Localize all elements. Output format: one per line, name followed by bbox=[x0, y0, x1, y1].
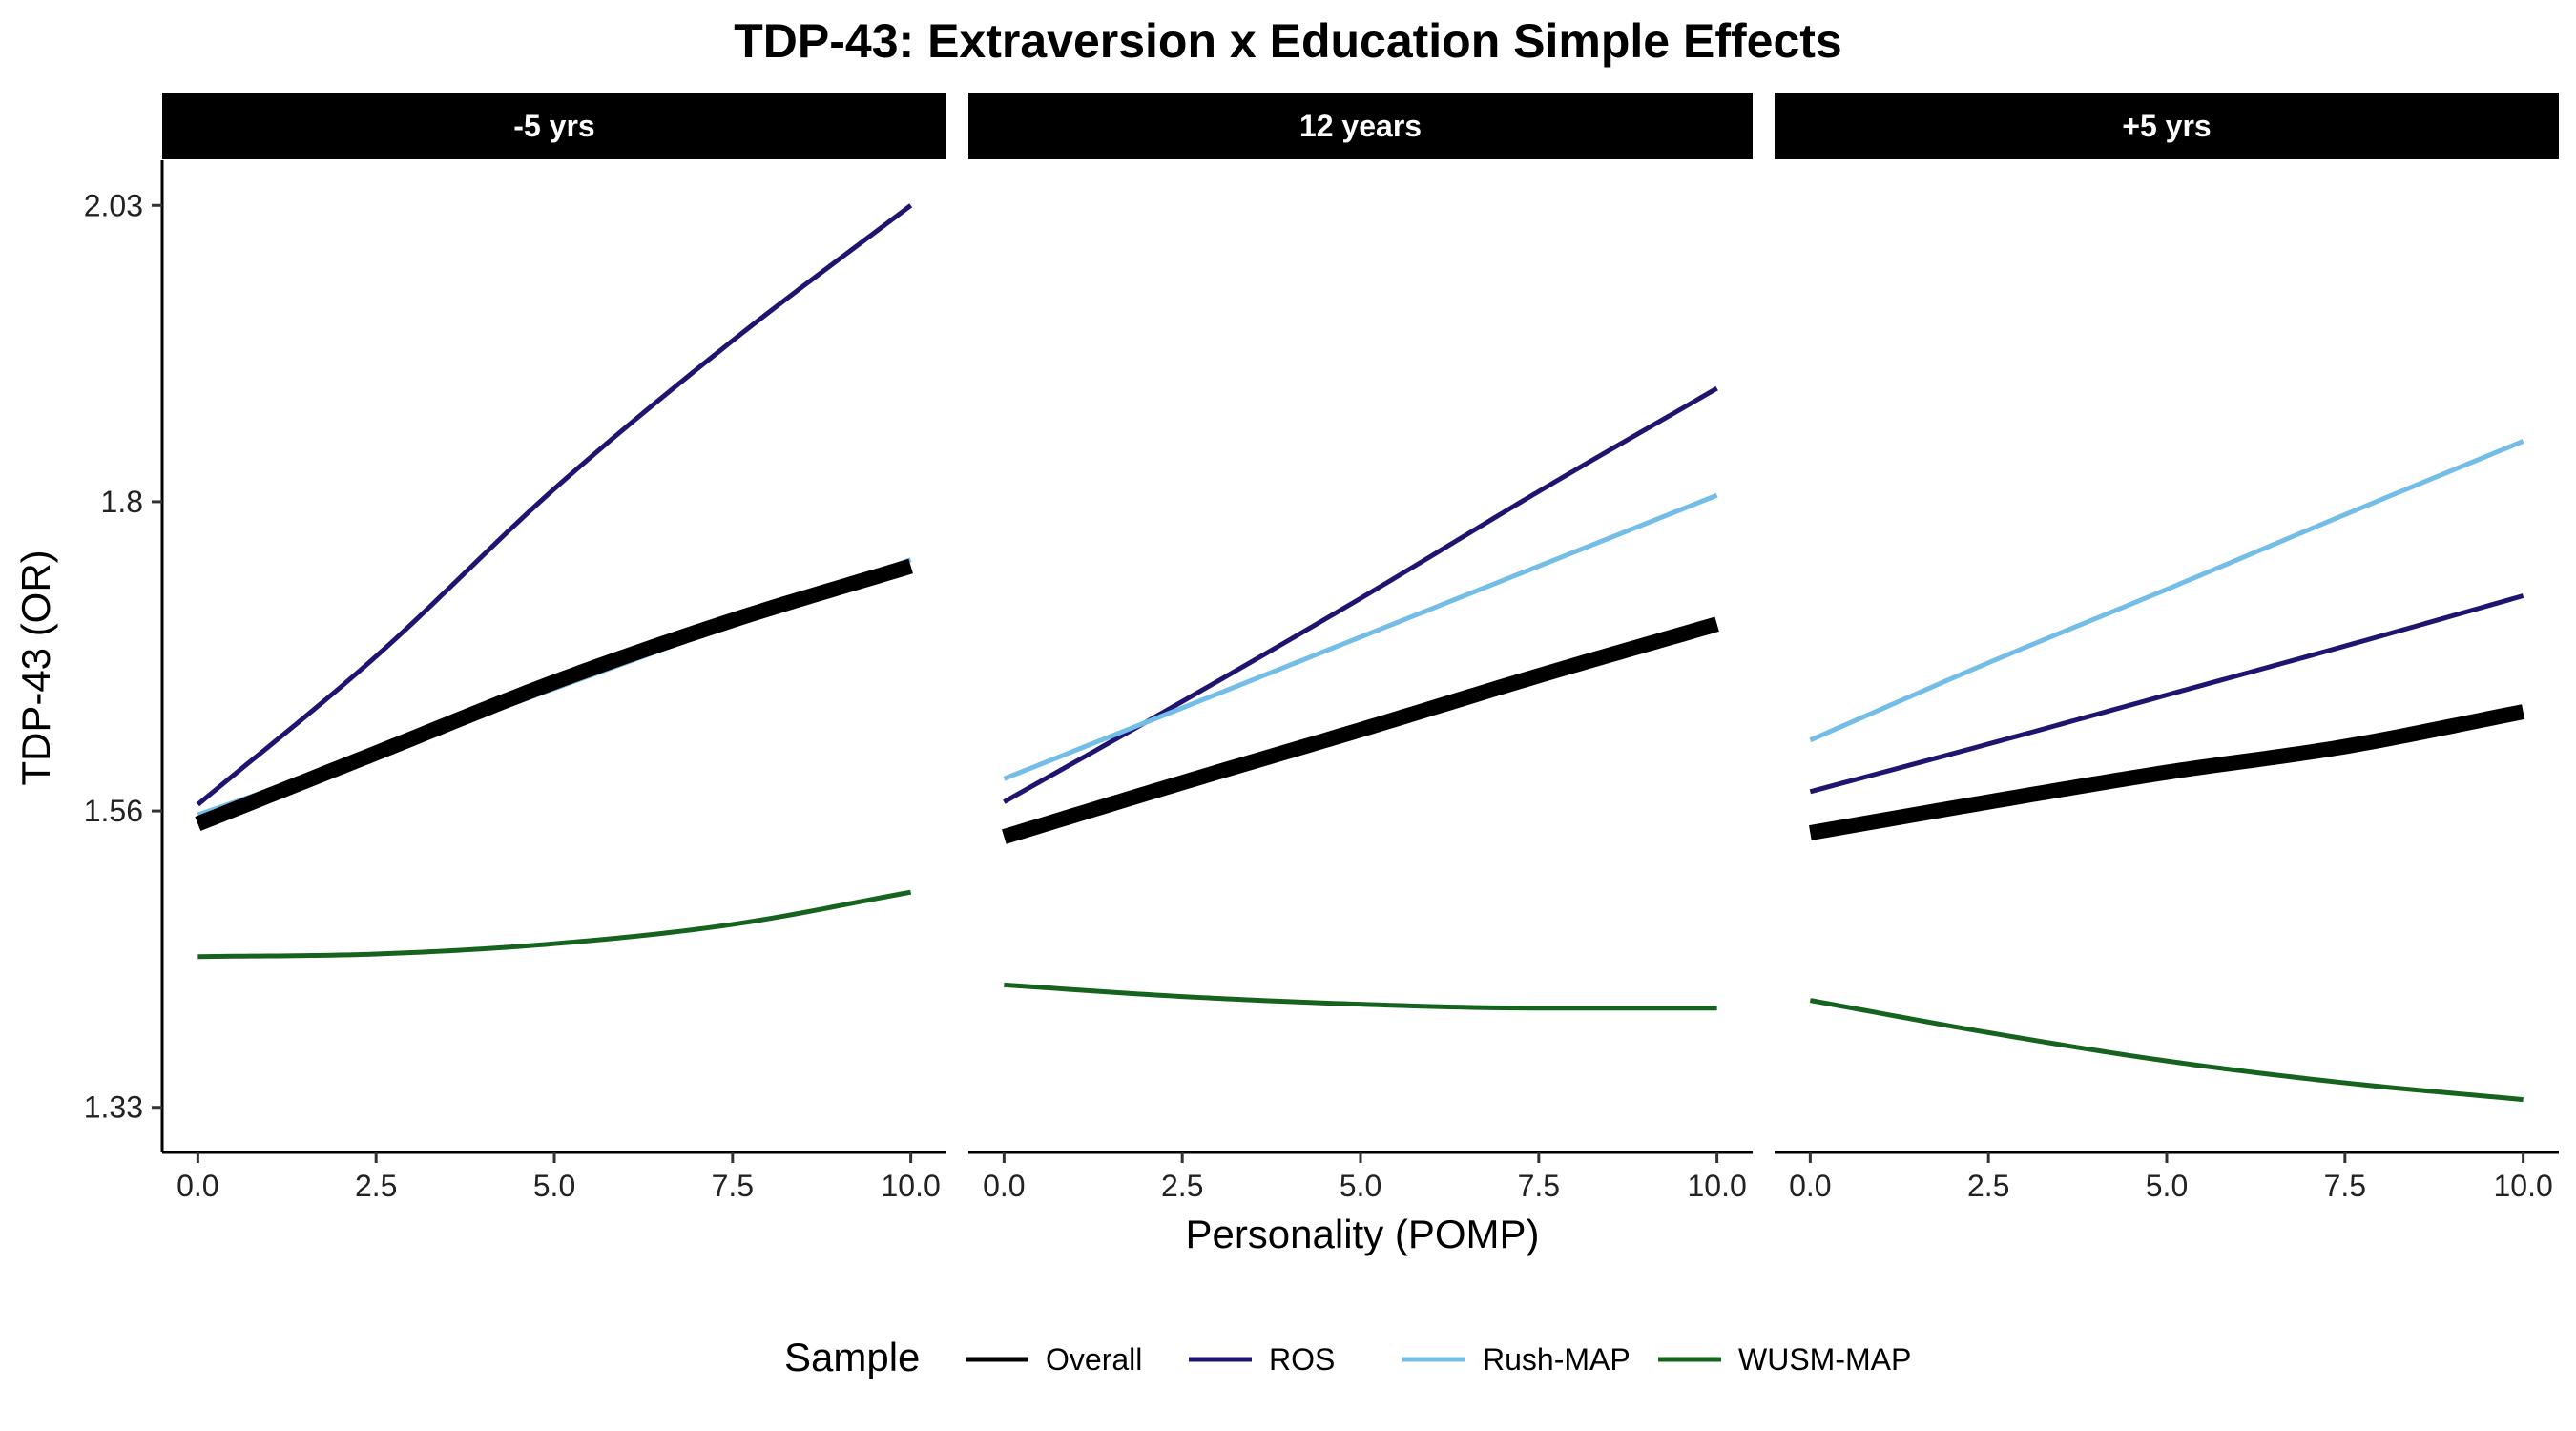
series-line-wusm-map bbox=[1004, 982, 1717, 1011]
y-tick-label: 1.8 bbox=[101, 485, 143, 519]
x-tick-label: 2.5 bbox=[1161, 1169, 1203, 1203]
legend-item-rush-map: Rush-MAP bbox=[1402, 1342, 1631, 1377]
legend-item-wusm-map: WUSM-MAP bbox=[1658, 1342, 1911, 1377]
facet-panels: -5 yrs 0.0 2.5 5.0 7.5 10.0 1.33 1.56 1.8 2.03 12 … bbox=[84, 93, 2559, 1203]
x-tick-label: 2.5 bbox=[1967, 1169, 2009, 1203]
x-tick-label: 10.0 bbox=[1687, 1169, 1746, 1203]
facet-strip bbox=[162, 93, 946, 159]
facet-strip-label: -5 yrs bbox=[513, 109, 594, 143]
facet-strip bbox=[968, 93, 1753, 159]
x-tick-label: 2.5 bbox=[355, 1169, 397, 1203]
x-tick-label: 7.5 bbox=[1518, 1169, 1560, 1203]
series-line-overall bbox=[195, 558, 913, 832]
y-axis-title: TDP-43 (OR) bbox=[13, 550, 58, 785]
legend-label: Rush-MAP bbox=[1483, 1342, 1631, 1377]
chart-title: TDP-43: Extraversion x Education Simple … bbox=[734, 14, 1841, 68]
x-tick-label: 5.0 bbox=[1340, 1169, 1381, 1203]
legend-label: Overall bbox=[1046, 1342, 1142, 1377]
facet-panel-5-yrs: +5 yrs 0.0 2.5 5.0 7.5 10.0 bbox=[1775, 93, 2559, 1203]
series-line-ros bbox=[1003, 385, 1718, 804]
facet-strip-label: +5 yrs bbox=[2122, 109, 2211, 143]
series-line-ros bbox=[1809, 593, 2524, 795]
x-tick-label: 7.5 bbox=[712, 1169, 754, 1203]
series-line-rush-map bbox=[1003, 492, 1718, 781]
series-line-overall bbox=[1808, 704, 2525, 840]
x-tick-label: 0.0 bbox=[983, 1169, 1025, 1203]
y-tick-label: 1.56 bbox=[84, 794, 143, 828]
x-tick-label: 5.0 bbox=[2146, 1169, 2188, 1203]
facet-panel-12-years: 12 years 0.0 2.5 5.0 7.5 10.0 bbox=[968, 93, 1753, 1203]
facet-strip bbox=[1775, 93, 2559, 159]
y-tick-label: 2.03 bbox=[84, 188, 143, 222]
legend-label: ROS bbox=[1269, 1342, 1335, 1377]
series-lines bbox=[1808, 439, 2525, 1103]
series-line-wusm-map bbox=[1809, 998, 2524, 1103]
series-line-ros bbox=[196, 203, 913, 807]
x-tick-label: 7.5 bbox=[2324, 1169, 2366, 1203]
legend-item-overall: Overall bbox=[966, 1342, 1142, 1377]
legend-item-ros: ROS bbox=[1189, 1342, 1335, 1377]
facet-strip-label: 12 years bbox=[1299, 109, 1422, 143]
legend-title: Sample bbox=[784, 1335, 920, 1379]
series-lines bbox=[195, 203, 913, 960]
series-line-overall bbox=[1002, 616, 1719, 844]
series-line-rush-map bbox=[1809, 439, 2524, 743]
x-tick-label: 0.0 bbox=[177, 1169, 218, 1203]
x-tick-label: 10.0 bbox=[881, 1169, 940, 1203]
x-tick-label: 5.0 bbox=[533, 1169, 575, 1203]
series-lines bbox=[1002, 385, 1719, 1011]
legend-label: WUSM-MAP bbox=[1738, 1342, 1911, 1377]
x-tick-label: 10.0 bbox=[2493, 1169, 2552, 1203]
series-line-wusm-map bbox=[197, 889, 912, 960]
legend: Sample Overall ROS Rush-MAP WUSM-MAP bbox=[784, 1335, 1911, 1379]
y-tick-label: 1.33 bbox=[84, 1090, 143, 1125]
facet-panel-5-yrs: -5 yrs 0.0 2.5 5.0 7.5 10.0 1.33 1.56 1.8 2.03 bbox=[84, 93, 946, 1203]
x-tick-label: 0.0 bbox=[1789, 1169, 1831, 1203]
x-axis-title: Personality (POMP) bbox=[1185, 1212, 1539, 1256]
